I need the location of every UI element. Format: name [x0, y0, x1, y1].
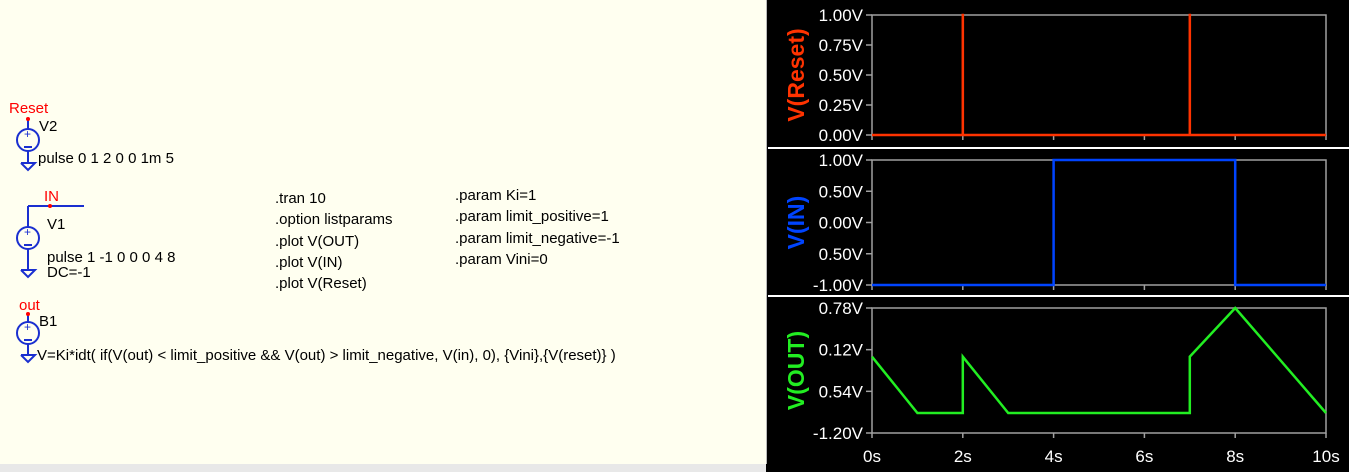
x-tick-label: 2s — [954, 447, 972, 466]
spice-directive-block-left[interactable]: .tran 10 .option listparams .plot V(OUT)… — [275, 188, 393, 294]
y-tick-label: 0.50V — [819, 245, 864, 264]
y-tick-label: 0.75V — [819, 36, 864, 55]
directive-line: .tran 10 — [275, 190, 326, 207]
plot-frame — [871, 159, 1327, 286]
svg-text:+: + — [24, 320, 31, 334]
waveform-viewer[interactable]: 1.00V 0.75V 0.50V 0.25V 0.00V V(Reset) 1.00V 0.… — [768, 0, 1349, 472]
y-tick-label: 0.50V — [819, 66, 864, 85]
directive-line: .option listparams — [275, 211, 393, 229]
y-tick-label: 0.54V — [819, 382, 864, 401]
svg-text:+: + — [24, 127, 31, 141]
y-tick-label: 0.25V — [819, 96, 864, 115]
net-label-reset[interactable]: Reset — [9, 100, 49, 117]
trace-out — [871, 306, 1327, 415]
schematic-wires: + + + — [16, 117, 84, 364]
waveform-plots[interactable]: 1.00V 0.75V 0.50V 0.25V 0.00V V(Reset) 1.00V 0.… — [768, 0, 1349, 472]
trace-title-reset: V(Reset) — [783, 28, 809, 121]
component-name-v1[interactable]: V1 — [47, 216, 66, 233]
y-tick-label: 0.00V — [819, 126, 864, 145]
schematic-editor[interactable]: + + + Reset V2 pulse 0 1 2 0 0 1m 5 IN — [0, 0, 767, 464]
y-tick-label: -1.00V — [813, 276, 864, 295]
x-tick-label: 6s — [1135, 447, 1153, 466]
component-value-v2[interactable]: pulse 0 1 2 0 0 1m 5 — [38, 150, 174, 167]
component-value-v1[interactable]: pulse 1 -1 0 0 0 4 8 — [47, 249, 176, 266]
y-tick-label: 0.00V — [819, 214, 864, 233]
trace-in — [872, 158, 1326, 287]
directive-line: .plot V(IN) — [275, 253, 343, 271]
net-label-out[interactable]: out — [19, 297, 40, 314]
svg-text:+: + — [24, 225, 31, 239]
x-tick-label: 8s — [1226, 447, 1244, 466]
y-tick-label: 0.12V — [819, 341, 864, 360]
trace-title-out: V(OUT) — [783, 331, 809, 410]
component-name-v2[interactable]: V2 — [39, 118, 58, 135]
y-tick-label: 1.00V — [819, 151, 864, 170]
behavioral-source-b1-symbol[interactable]: + — [16, 314, 40, 364]
x-tick-label: 10s — [1312, 447, 1339, 466]
directive-line: .param Vini=0 — [455, 250, 548, 268]
component-name-b1[interactable]: B1 — [39, 313, 58, 330]
y-tick-label: 1.00V — [819, 6, 864, 25]
voltage-source-v2-symbol[interactable]: + — [16, 119, 40, 172]
spice-directive-block-right[interactable]: .param Ki=1 .param limit_positive=1 .par… — [455, 185, 620, 270]
directive-line: .param limit_negative=-1 — [455, 229, 620, 247]
x-tick-label: 0s — [863, 447, 881, 466]
directive-line: .plot V(Reset) — [275, 275, 367, 293]
net-label-in[interactable]: IN — [44, 188, 59, 205]
trace-title-in: V(IN) — [783, 196, 809, 250]
y-tick-label: 0.78V — [819, 299, 864, 318]
directive-line: .param Ki=1 — [455, 187, 537, 204]
y-tick-label: -1.20V — [813, 424, 864, 443]
y-tick-label: 0.50V — [819, 182, 864, 201]
directive-line: .param limit_positive=1 — [455, 208, 609, 226]
plot-frame — [871, 14, 1327, 136]
status-bar — [0, 464, 766, 472]
trace-reset — [872, 13, 1326, 137]
voltage-source-v1-symbol[interactable]: + — [16, 205, 84, 279]
component-value-b1[interactable]: V=Ki*idt( if(V(out) < limit_positive && … — [37, 347, 616, 364]
x-tick-label: 4s — [1045, 447, 1063, 466]
plot-frame — [871, 307, 1327, 434]
component-dc-v1[interactable]: DC=-1 — [47, 264, 91, 281]
directive-line: .plot V(OUT) — [275, 232, 360, 250]
